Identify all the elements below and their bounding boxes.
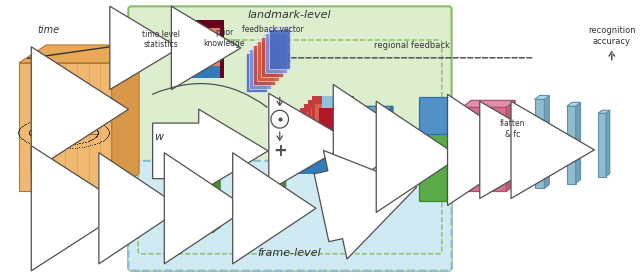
- Polygon shape: [257, 38, 283, 41]
- Text: +: +: [273, 142, 287, 160]
- Text: conv: conv: [366, 130, 375, 148]
- Polygon shape: [252, 183, 279, 232]
- Text: time level
statistics: time level statistics: [141, 30, 180, 50]
- Text: conv: conv: [195, 198, 204, 216]
- Text: w: w: [154, 132, 163, 142]
- Polygon shape: [261, 37, 283, 77]
- Polygon shape: [419, 134, 447, 201]
- Polygon shape: [598, 113, 606, 177]
- Text: input
sequence: input sequence: [47, 198, 92, 217]
- Polygon shape: [545, 96, 549, 188]
- Text: fc: fc: [536, 139, 543, 148]
- Polygon shape: [269, 29, 291, 69]
- Polygon shape: [385, 106, 393, 167]
- Text: fc: fc: [568, 140, 575, 149]
- Polygon shape: [575, 102, 580, 184]
- Text: conv: conv: [260, 198, 269, 216]
- Polygon shape: [253, 45, 275, 84]
- FancyArrowPatch shape: [152, 84, 267, 107]
- Polygon shape: [462, 100, 515, 107]
- Polygon shape: [246, 53, 267, 93]
- Polygon shape: [213, 178, 220, 232]
- Polygon shape: [265, 33, 287, 73]
- Polygon shape: [257, 41, 279, 81]
- Polygon shape: [567, 102, 580, 106]
- Polygon shape: [356, 106, 393, 112]
- Polygon shape: [250, 49, 271, 89]
- Polygon shape: [265, 30, 291, 33]
- Text: prior
knowledge: prior knowledge: [204, 28, 245, 48]
- Polygon shape: [462, 107, 506, 191]
- Polygon shape: [269, 26, 294, 29]
- FancyBboxPatch shape: [129, 161, 452, 271]
- Polygon shape: [19, 45, 139, 63]
- Polygon shape: [567, 106, 575, 184]
- Polygon shape: [598, 110, 610, 113]
- Polygon shape: [186, 183, 213, 232]
- Polygon shape: [250, 46, 275, 49]
- Text: landmark-level: landmark-level: [248, 10, 332, 20]
- Polygon shape: [253, 42, 279, 45]
- Text: recognition
accuracy: recognition accuracy: [588, 26, 636, 45]
- Text: concat: concat: [430, 138, 436, 162]
- Polygon shape: [606, 110, 610, 177]
- Text: frame-level: frame-level: [258, 248, 321, 258]
- Text: time: time: [37, 25, 60, 35]
- Text: feedback vector: feedback vector: [242, 25, 304, 34]
- Polygon shape: [252, 178, 285, 183]
- Polygon shape: [112, 45, 139, 191]
- Text: ResNet
layer 1-4: ResNet layer 1-4: [478, 134, 491, 165]
- Polygon shape: [246, 50, 271, 53]
- Polygon shape: [419, 98, 447, 134]
- Polygon shape: [279, 178, 285, 232]
- FancyBboxPatch shape: [129, 6, 452, 271]
- Polygon shape: [261, 34, 287, 37]
- Polygon shape: [534, 96, 549, 99]
- Polygon shape: [186, 178, 220, 183]
- Polygon shape: [506, 100, 515, 191]
- Polygon shape: [19, 63, 112, 191]
- Polygon shape: [534, 99, 545, 188]
- Text: regional feedback: regional feedback: [374, 41, 449, 50]
- Polygon shape: [356, 112, 385, 167]
- Text: flatten
& fc: flatten & fc: [499, 119, 525, 139]
